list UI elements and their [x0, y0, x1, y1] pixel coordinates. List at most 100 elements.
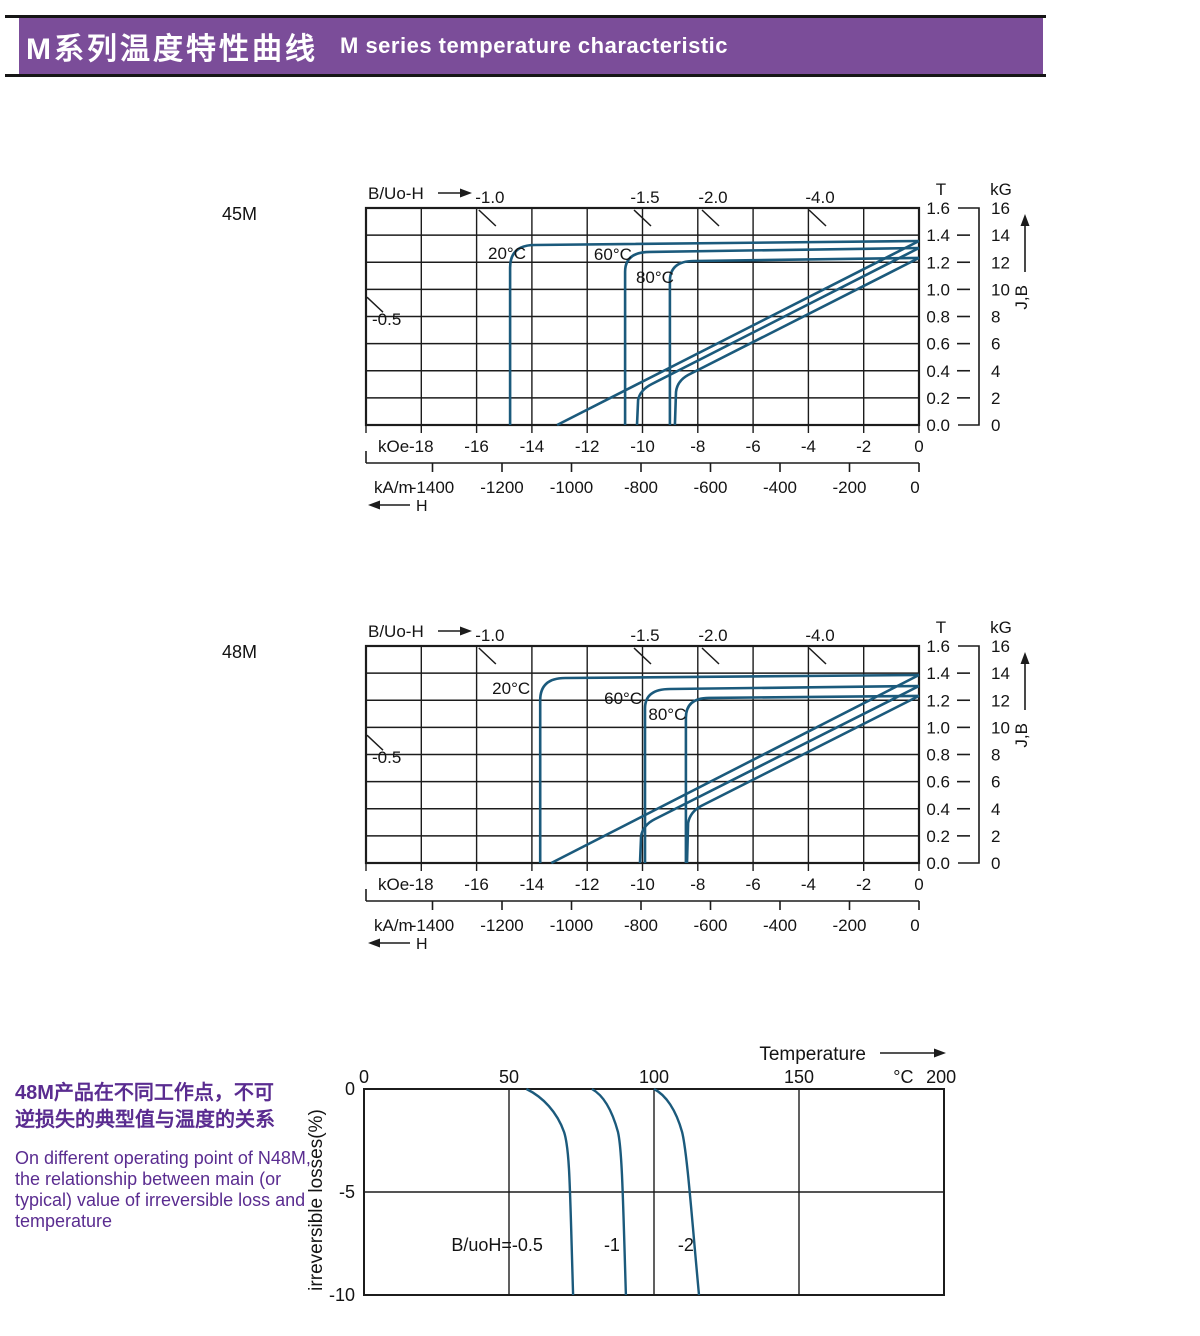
koe-tick-label: -16	[464, 875, 489, 894]
curve-20c: 20°C	[488, 239, 920, 427]
load-line-label: -1.5	[630, 188, 659, 207]
kg-tick-label: 2	[991, 827, 1000, 846]
kg-tick-label: 0	[991, 854, 1000, 873]
top-rule	[5, 15, 1046, 18]
t-unit-label: T	[936, 618, 946, 637]
load-line-tick	[808, 209, 827, 227]
t-tick-label: 0.8	[926, 746, 950, 765]
j-curve	[508, 239, 920, 425]
t-tick-label: 0.0	[926, 854, 950, 873]
loss-curve: B/uoH=-0.5	[451, 1087, 575, 1296]
load-line-label: -2.0	[698, 626, 727, 645]
load-line-label: -1.5	[630, 626, 659, 645]
arrow-head	[460, 626, 472, 636]
kg-tick-label: 14	[991, 226, 1010, 245]
kg-tick-label: 6	[991, 335, 1000, 354]
kam-tick-label: -200	[832, 478, 866, 497]
loss-curve-label: -2	[678, 1235, 694, 1255]
t-tick-label: 0.2	[926, 827, 950, 846]
curve-temp-label: 80°C	[648, 705, 686, 724]
t-tick-label: 1.2	[926, 253, 950, 272]
b-curve	[673, 256, 920, 426]
j-curve	[668, 256, 920, 425]
loss-curve: -2	[653, 1087, 701, 1296]
load-line-label: -0.5	[372, 310, 401, 329]
t-unit-label: T	[936, 180, 946, 199]
load-line-tick	[808, 647, 827, 665]
h-axis-label: H	[416, 498, 428, 515]
curve-80c: 80°C	[636, 256, 920, 426]
b-curve	[635, 246, 920, 426]
kam-tick-label: -800	[624, 478, 658, 497]
koe-tick-label: 0	[914, 437, 923, 456]
loss-curve-label: -1	[604, 1235, 620, 1255]
t-tick-label: 0.6	[926, 773, 950, 792]
jb-direction-arrow	[1020, 652, 1030, 710]
kam-tick-label: -200	[832, 916, 866, 935]
kg-tick-label: 8	[991, 308, 1000, 327]
koe-tick-label: -14	[520, 437, 545, 456]
t-tick-label: 0.6	[926, 335, 950, 354]
arrow-head	[368, 938, 380, 948]
kg-tick-label: 4	[991, 800, 1000, 819]
kam-tick-label: -800	[624, 916, 658, 935]
grade-label-45m: 45M	[222, 204, 258, 224]
kg-tick-label: 6	[991, 773, 1000, 792]
footnote-zh-line2: 逆损失的典型值与温度的关系	[15, 1109, 275, 1131]
temperature-title: Temperature	[759, 1044, 866, 1065]
loss-curve-path	[525, 1087, 575, 1296]
kam-tick-label: 0	[910, 478, 919, 497]
y-axis-label: irreversible losses(%)	[306, 1109, 327, 1291]
jb-direction-arrow	[1020, 214, 1030, 272]
load-line-label: -2.0	[698, 188, 727, 207]
t-tick-label: 1.6	[926, 637, 950, 656]
t-tick-label: 0.2	[926, 389, 950, 408]
loss-curve-label: B/uoH=-0.5	[451, 1235, 543, 1255]
curve-20c: 20°C	[492, 673, 920, 865]
kam-tick-label: -1000	[550, 478, 593, 497]
curve-temp-label: 60°C	[604, 689, 642, 708]
curve-temp-label: 60°C	[594, 245, 632, 264]
load-line-label: -4.0	[805, 188, 834, 207]
bh-chart-48m: B/Uo-H -1.0 -1.5 -2.0 -4.0 -0.5 20°C 60°C 80°C kO…	[364, 618, 1031, 953]
loss-curve-path	[591, 1087, 628, 1296]
t-tick-label: 0.4	[926, 800, 950, 819]
temperature-arrow	[880, 1048, 946, 1058]
grade-label-48m: 48M	[222, 642, 258, 662]
kg-tick-label: 10	[991, 718, 1010, 737]
load-line-tick	[701, 209, 720, 227]
arrow-head	[1020, 214, 1030, 226]
kam-tick-label: -1400	[411, 916, 454, 935]
curve-60c: 60°C	[604, 684, 920, 864]
kg-tick-label: 4	[991, 362, 1000, 381]
t-tick-label: 1.4	[926, 226, 950, 245]
koe-tick-label: -18	[409, 437, 434, 456]
kg-tick-label: 12	[991, 691, 1010, 710]
footnote-en-line4: temperature	[15, 1211, 113, 1231]
t-tick-label: 1.2	[926, 691, 950, 710]
koe-tick-label: -12	[575, 437, 600, 456]
arrow-head	[1020, 652, 1030, 664]
kam-tick-label: -600	[693, 916, 727, 935]
grid	[365, 645, 920, 864]
kam-tick-label: -400	[763, 916, 797, 935]
b-curve	[550, 673, 920, 865]
koe-tick-label: -14	[520, 875, 545, 894]
koe-tick-label: -6	[746, 437, 761, 456]
kg-tick-label: 16	[991, 199, 1010, 218]
load-line-tick	[633, 209, 652, 227]
kg-unit-label: kG	[990, 180, 1012, 199]
footnote-en-line1: On different operating point of N48M,	[15, 1148, 311, 1168]
t-tick-label: 1.0	[926, 718, 950, 737]
koe-tick-label: -2	[856, 875, 871, 894]
arrow-head	[460, 188, 472, 198]
jb-axis-label: J,B	[1012, 285, 1031, 310]
koe-tick-label: -16	[464, 437, 489, 456]
kam-unit-label: kA/m	[374, 916, 413, 935]
koe-tick-label: -4	[801, 437, 816, 456]
load-line-label: -1.0	[475, 626, 504, 645]
banner-bottom-rule	[5, 74, 1046, 77]
page-title-en: M series temperature characteristic	[340, 33, 729, 58]
kam-tick-label: -1200	[480, 916, 523, 935]
